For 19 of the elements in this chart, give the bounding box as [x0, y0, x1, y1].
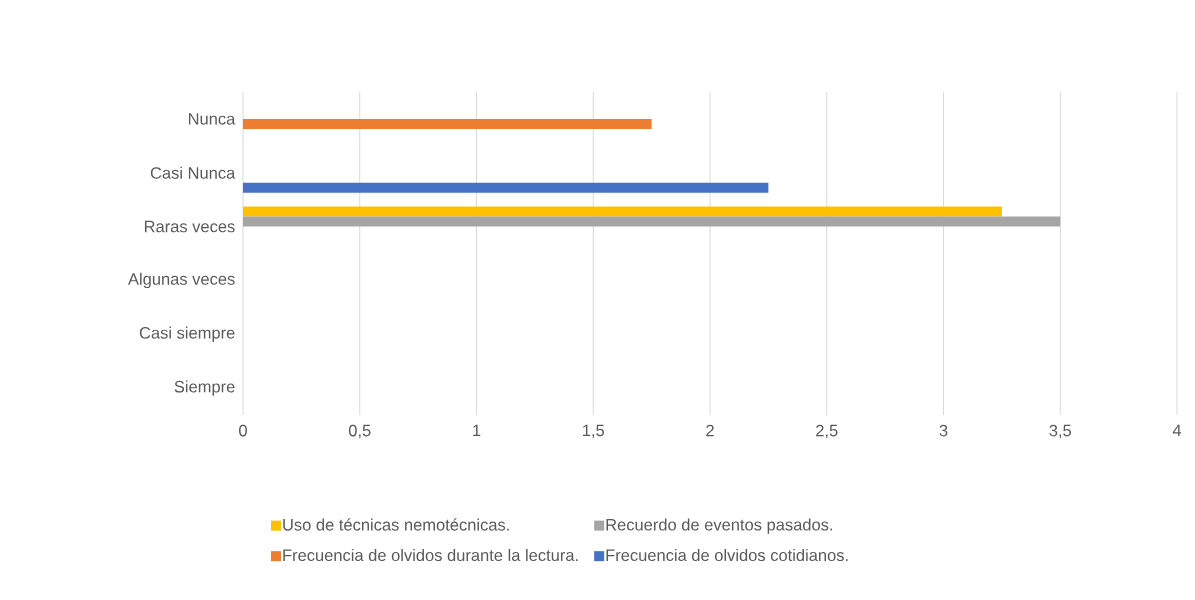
- x-tick-label: 3: [939, 424, 948, 437]
- y-tick-label: Siempre: [174, 380, 235, 396]
- x-tick-label: 0: [239, 424, 247, 437]
- legend-label: Recuerdo de eventos pasados.: [606, 518, 833, 534]
- x-tick-label: 3,5: [1049, 424, 1072, 439]
- y-tick-label: Casi siempre: [139, 326, 235, 342]
- legend-label: Frecuencia de olvidos durante la lectura.: [283, 548, 578, 562]
- x-tick-label: 1,5: [583, 424, 605, 439]
- y-tick-label: Casi Nunca: [150, 166, 236, 179]
- x-tick-label: 1: [473, 424, 481, 437]
- legend-label: Frecuencia de olvidos cotidianos.: [606, 548, 848, 562]
- y-tick-label: Raras veces: [144, 220, 235, 233]
- x-tick-label: 2: [706, 424, 714, 437]
- y-tick-label: Algunas veces: [128, 272, 235, 289]
- legend-label: Uso de técnicas nemotécnicas.: [283, 518, 509, 531]
- x-tick-label: 0,5: [348, 424, 371, 439]
- x-tick-label: 4: [1172, 424, 1182, 437]
- x-tick-label: 2,5: [816, 424, 838, 439]
- y-tick-label: Nunca: [188, 113, 236, 125]
